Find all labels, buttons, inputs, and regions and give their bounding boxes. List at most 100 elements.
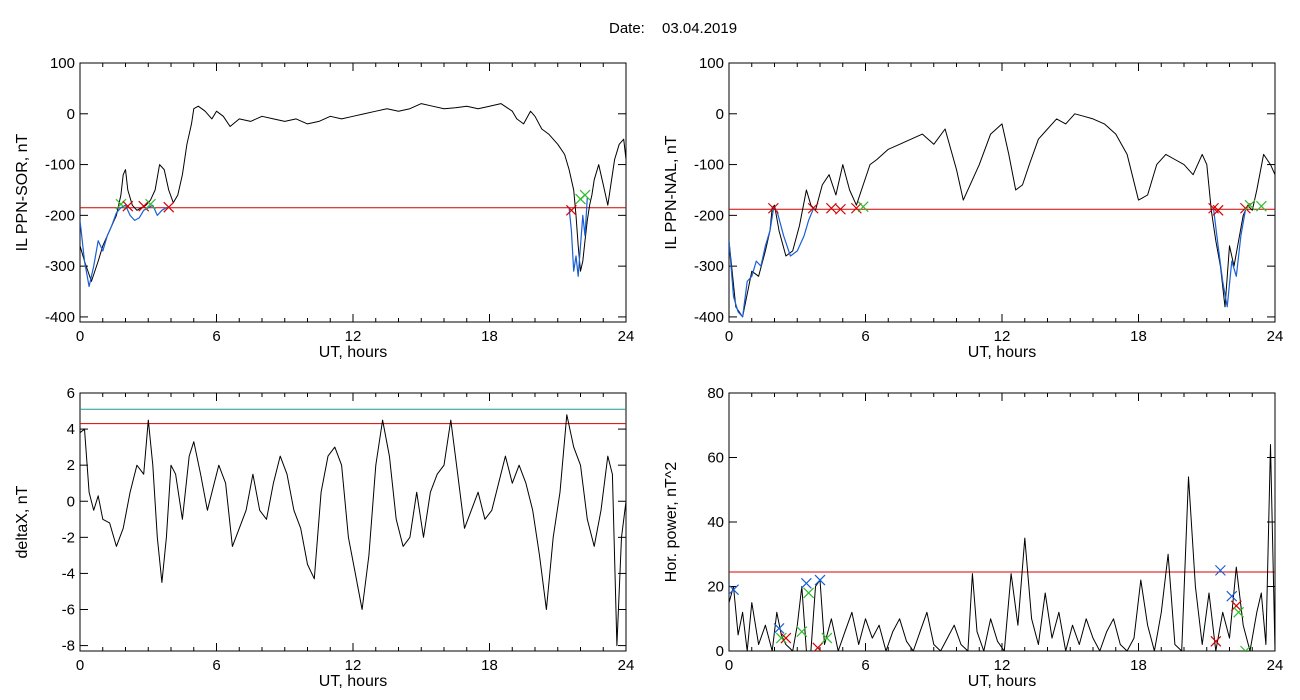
date-value: 03.04.2019 (662, 20, 737, 37)
cross-marker (1233, 606, 1245, 618)
highlight-segment (1213, 209, 1246, 308)
cross-marker-stroke (780, 632, 792, 644)
cross-marker-stroke (1214, 564, 1226, 576)
y-tick-label: -6 (62, 602, 75, 619)
cross-marker-stroke (813, 642, 824, 651)
cross-marker-stroke (814, 574, 826, 586)
y-tick-label: 40 (707, 514, 724, 531)
series-line (80, 103, 626, 282)
cross-marker (857, 201, 869, 213)
plot-area (80, 103, 626, 288)
cross-marker (807, 202, 819, 214)
y-tick-label: -400 (45, 309, 75, 326)
x-axis-label: UT, hours (968, 344, 1036, 361)
y-tick-label: 0 (716, 643, 724, 660)
x-tick-label: 24 (618, 657, 635, 674)
cross-marker-stroke (850, 202, 862, 214)
cross-marker (1212, 204, 1224, 216)
x-tick-label: 0 (725, 328, 733, 345)
date-label: Date: (609, 20, 645, 37)
cross-marker (122, 200, 134, 212)
cross-marker (145, 198, 156, 210)
cross-marker-stroke (1212, 204, 1224, 216)
cross-marker-stroke (803, 587, 815, 599)
cross-marker (803, 587, 815, 599)
cross-marker (821, 632, 833, 644)
x-tick-label: 18 (481, 328, 498, 345)
cross-marker (780, 632, 792, 644)
x-axis-label: UT, hours (968, 673, 1036, 690)
cross-marker-stroke (1233, 606, 1245, 618)
y-tick-label: -200 (45, 207, 75, 224)
plot-area (80, 408, 626, 647)
y-tick-label: 20 (707, 579, 724, 596)
cross-marker-stroke (1208, 202, 1219, 214)
cross-marker-stroke (565, 204, 577, 216)
y-tick-label: 2 (67, 457, 75, 474)
cross-marker-stroke (800, 577, 812, 589)
hor-power-panel: 0 6 12 18 24 0 20 40 60 80 UT, hours Hor. power, nT… (663, 385, 1283, 690)
y-axis-label: IL PPN-SOR, nT (14, 133, 31, 251)
highlight-segment (729, 209, 774, 318)
cross-marker-stroke (1230, 600, 1242, 612)
cross-marker (767, 202, 779, 214)
plot-frame (79, 62, 627, 323)
cross-marker (565, 204, 577, 216)
y-tick-label: -300 (694, 258, 724, 275)
cross-marker (1244, 199, 1256, 211)
cross-marker (1230, 600, 1242, 612)
y-tick-label: -4 (62, 565, 75, 582)
cross-marker-stroke (138, 200, 150, 212)
highlight-segment (568, 197, 588, 277)
cross-marker-stroke (857, 201, 869, 213)
cross-marker (800, 577, 812, 589)
cross-marker-stroke (122, 200, 134, 212)
plot-frame (728, 392, 1276, 652)
cross-marker (773, 623, 785, 634)
y-tick-label: 0 (67, 493, 75, 510)
cross-marker-stroke (1244, 645, 1251, 651)
x-tick-label: 0 (725, 657, 733, 674)
cross-marker-stroke (796, 626, 808, 638)
cross-marker (1210, 635, 1222, 647)
y-tick-label: -100 (45, 157, 75, 174)
y-tick-label: 0 (716, 106, 724, 123)
y-tick-label: 100 (699, 55, 724, 72)
plot-area (729, 113, 1275, 318)
series-line (729, 444, 1275, 651)
il-nal-panel: 0 6 12 18 24 -400 -300 -200 -100 0 100 UT, hours IL … (663, 55, 1283, 361)
cross-marker (1240, 202, 1251, 214)
cross-marker (1226, 590, 1238, 602)
y-axis-label: IL PPN-NAL, nT (663, 135, 680, 249)
x-tick-label: 6 (212, 328, 220, 345)
y-tick-label: 60 (707, 450, 724, 467)
cross-marker (850, 202, 862, 214)
cross-marker-stroke (145, 198, 156, 210)
y-axis-label: deltaX, nT (14, 485, 31, 558)
x-tick-label: 0 (76, 657, 84, 674)
y-tick-label: 80 (707, 385, 724, 402)
x-tick-label: 6 (861, 657, 869, 674)
cross-marker-stroke (767, 202, 779, 214)
cross-marker (1240, 645, 1251, 651)
cross-marker-stroke (115, 198, 127, 210)
cross-marker (835, 203, 846, 215)
cross-marker (796, 626, 808, 638)
cross-marker-stroke (579, 189, 591, 201)
x-tick-label: 12 (345, 328, 362, 345)
cross-marker (1255, 200, 1267, 212)
x-tick-label: 24 (1267, 328, 1284, 345)
x-tick-label: 6 (212, 657, 220, 674)
cross-marker-stroke (773, 623, 785, 634)
cross-marker (825, 202, 837, 214)
x-tick-label: 6 (861, 328, 869, 345)
x-tick-label: 12 (994, 328, 1011, 345)
x-axis-label: UT, hours (319, 673, 387, 690)
y-tick-label: 6 (67, 385, 75, 402)
series-line (729, 113, 1275, 318)
cross-marker-stroke (729, 584, 739, 596)
cross-marker-stroke (807, 202, 819, 214)
x-axis-label: UT, hours (319, 344, 387, 361)
